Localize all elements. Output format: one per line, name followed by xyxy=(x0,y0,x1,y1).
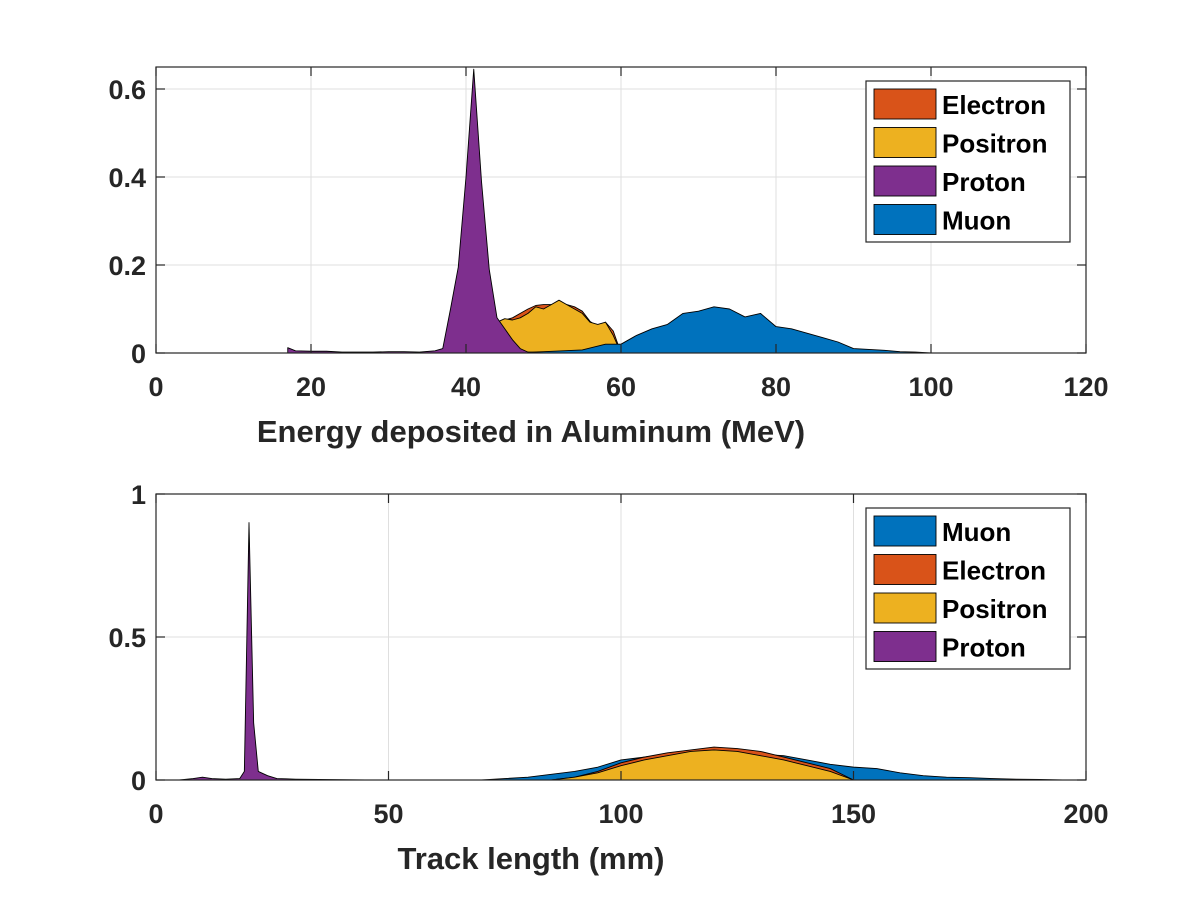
x-tick-label: 100 xyxy=(598,799,643,829)
x-tick-label: 150 xyxy=(831,799,876,829)
y-tick-label: 0.2 xyxy=(108,251,146,281)
area-proton xyxy=(287,68,544,354)
legend-label-positron: Positron xyxy=(942,594,1047,624)
legend-label-electron: Electron xyxy=(942,90,1046,120)
legend-label-muon: Muon xyxy=(942,517,1011,547)
x-tick-label: 20 xyxy=(296,372,326,402)
x-tick-label: 200 xyxy=(1063,799,1108,829)
y-tick-label: 0.4 xyxy=(108,163,146,193)
area-muon xyxy=(504,306,932,354)
track-length-panel: 0 50 100 150 200 0 0.5 1 Track length (mm) Muon El… xyxy=(108,480,1108,876)
y-tick-label: 0 xyxy=(131,766,146,796)
legend-label-positron: Positron xyxy=(942,129,1047,159)
legend-swatch-muon xyxy=(873,515,937,547)
legend-label-electron: Electron xyxy=(942,556,1046,586)
y-tick-label: 0.5 xyxy=(108,623,146,653)
x-tick-label: 80 xyxy=(761,372,791,402)
y-tick-label: 0 xyxy=(131,339,146,369)
x-tick-label: 0 xyxy=(148,372,163,402)
y-tick-label: 1 xyxy=(131,480,146,510)
x-tick-label: 40 xyxy=(451,372,481,402)
x-axis-label: Track length (mm) xyxy=(398,841,665,876)
x-axis-label: Energy deposited in Aluminum (MeV) xyxy=(257,414,805,449)
x-tick-label: 100 xyxy=(908,372,953,402)
legend-swatch-positron xyxy=(873,592,937,624)
legend-swatch-electron xyxy=(873,88,937,120)
legend-swatch-proton xyxy=(873,165,937,197)
legend-swatch-positron xyxy=(873,127,937,158)
energy-panel: 0 20 40 60 80 100 120 0 0.2 0.4 0.6 Energy deposite… xyxy=(108,66,1109,449)
legend-swatch-proton xyxy=(873,631,937,662)
legend-label-proton: Proton xyxy=(942,633,1026,663)
x-tick-label: 120 xyxy=(1063,372,1108,402)
area-positron xyxy=(488,299,622,354)
x-tick-label: 0 xyxy=(148,799,163,829)
legend-swatch-muon xyxy=(873,204,937,235)
x-tick-label: 50 xyxy=(373,799,403,829)
legend-label-proton: Proton xyxy=(942,167,1026,197)
area-positron xyxy=(550,749,854,781)
y-tick-label: 0.6 xyxy=(108,75,146,105)
legend-swatch-electron xyxy=(873,554,937,585)
legend-label-muon: Muon xyxy=(942,206,1011,236)
legend: Muon Electron Positron Proton xyxy=(865,507,1071,670)
x-tick-label: 60 xyxy=(606,372,636,402)
legend: Electron Positron Proton Muon xyxy=(865,80,1071,243)
